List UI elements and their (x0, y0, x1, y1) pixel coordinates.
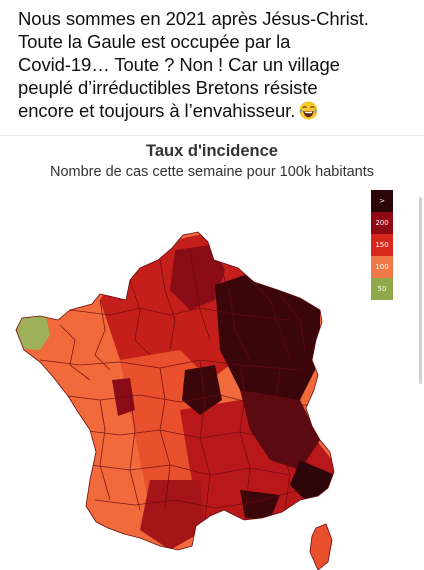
legend-swatch-200: 200 (371, 212, 393, 234)
caption-line-1: Nous sommes en 2021 après Jésus-Christ. (18, 8, 369, 29)
region-south-dark-fill (240, 490, 280, 520)
legend-label-200: 200 (375, 219, 389, 227)
legend-label-150: 150 (375, 241, 389, 249)
caption-line-5-wrap: encore et toujours à l’envahisseur. (18, 100, 318, 122)
caption-line-3: Covid-19… Toute ? Non ! Car un village (18, 54, 340, 75)
region-centre-dark-fill (182, 365, 222, 415)
legend-label-100: 100 (375, 263, 389, 271)
caption-line-5: encore et toujours à l’envahisseur. (18, 100, 296, 121)
caption-line-4: peuplé d’irréductibles Bretons résiste (18, 77, 318, 98)
caption-line-2: Toute la Gaule est occupée par la (18, 31, 291, 52)
region-grand-est-fill (215, 270, 320, 410)
map-subtitle: Nombre de cas cette semaine pour 100k ha… (49, 164, 375, 180)
legend-swatch-100: 100 (371, 256, 393, 278)
france-incidence-map (15, 231, 335, 570)
face-with-tears-of-joy-icon (299, 101, 318, 120)
region-southwest-fill (140, 480, 205, 550)
incidence-legend: > 200 150 100 50 (371, 190, 393, 300)
legend-swatch-above-200: > (371, 190, 393, 212)
post-caption: Nous sommes en 2021 après Jésus-Christ. … (0, 0, 424, 135)
scrollbar[interactable] (419, 197, 422, 384)
department-borders (39, 249, 321, 521)
legend-swatch-50: 50 (371, 278, 393, 300)
region-corsica (309, 523, 333, 570)
legend-label-above-200: > (379, 197, 385, 205)
map-title: Taux d'incidence (146, 142, 278, 160)
region-alps-fill (290, 460, 334, 500)
legend-swatch-150: 150 (371, 234, 393, 256)
legend-label-50: 50 (377, 285, 387, 293)
region-nord-fill (170, 245, 225, 310)
region-rhone-fill (240, 390, 320, 470)
france-outline (15, 231, 335, 551)
post-divider (0, 135, 424, 136)
